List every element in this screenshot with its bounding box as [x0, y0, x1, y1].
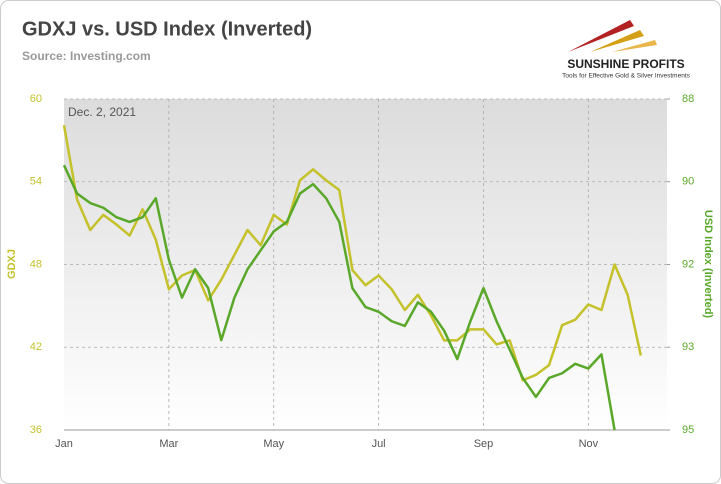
y2-tick-label: 93 — [682, 341, 694, 353]
y-tick-label: 36 — [30, 424, 42, 436]
y2-tick-label: 92 — [682, 258, 694, 270]
logo-ray — [568, 20, 634, 52]
logo-ray — [590, 30, 644, 52]
logo-ray — [612, 40, 657, 52]
y2-tick-label: 88 — [682, 93, 694, 105]
x-tick-label: Nov — [579, 438, 599, 450]
x-tick-label: Jul — [372, 438, 386, 450]
y-axis-label: GDXJ — [6, 249, 18, 279]
y2-axis-label: USD Index (Inverted) — [702, 210, 714, 319]
y-tick-label: 48 — [30, 258, 42, 270]
chart-subtitle: Source: Investing.com — [22, 49, 151, 63]
x-tick-label: Sep — [474, 438, 494, 450]
y-tick-label: 60 — [30, 93, 42, 105]
logo-name: SUNSHINE PROFITS — [567, 57, 684, 71]
y-tick-label: 54 — [30, 176, 42, 188]
chart-title: GDXJ vs. USD Index (Inverted) — [22, 18, 312, 40]
y2-tick-label: 95 — [682, 424, 694, 436]
x-tick-label: Jan — [55, 438, 73, 450]
series-line — [62, 124, 643, 382]
x-tick-label: May — [263, 438, 284, 450]
x-tick-label: Mar — [159, 438, 178, 450]
series-line — [62, 164, 616, 431]
y-tick-label: 42 — [30, 341, 42, 353]
logo-tagline: Tools for Effective Gold & Silver Invest… — [562, 73, 691, 80]
annotation: Dec. 2, 2021 — [68, 105, 136, 119]
logo: SUNSHINE PROFITS Tools for Effective Gol… — [562, 20, 691, 80]
y2-tick-label: 90 — [682, 176, 694, 188]
